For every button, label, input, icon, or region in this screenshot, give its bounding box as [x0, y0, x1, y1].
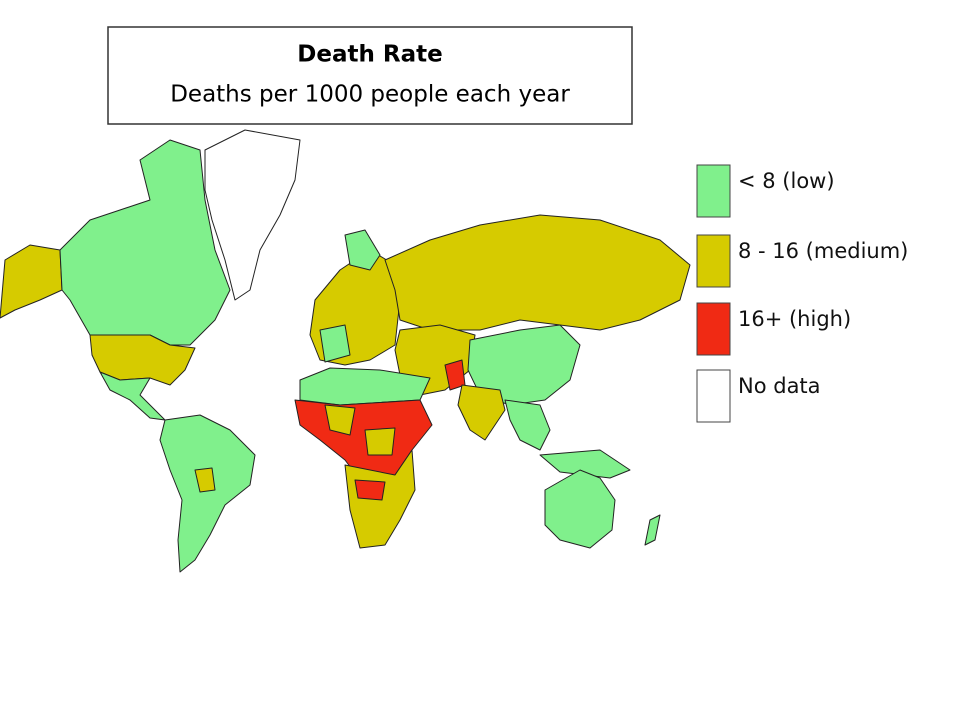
region — [99, 371, 166, 421]
region — [0, 244, 63, 319]
region — [364, 427, 396, 456]
legend-swatch — [696, 164, 731, 218]
region — [344, 229, 381, 271]
region — [539, 449, 631, 479]
region — [467, 324, 581, 406]
legend-label: 8 - 16 (medium) — [738, 239, 908, 263]
legend-label: 16+ (high) — [738, 307, 851, 331]
legend-swatch — [696, 369, 731, 423]
region — [204, 129, 301, 301]
region — [319, 324, 351, 363]
region — [159, 414, 256, 573]
subtitle: Deaths per 1000 people each year — [170, 82, 570, 108]
title-box — [107, 26, 633, 125]
region — [194, 467, 216, 493]
region — [324, 404, 356, 436]
legend-swatch — [696, 234, 731, 288]
legend-label: No data — [738, 374, 821, 398]
legend-swatch — [696, 302, 731, 356]
region — [457, 384, 506, 441]
legend: < 8 (low) 8 - 16 (medium) 16+ (high) No dat… — [696, 164, 908, 423]
region — [384, 214, 691, 331]
region — [504, 399, 551, 451]
region — [89, 334, 196, 386]
legend-label: < 8 (low) — [738, 169, 835, 193]
region — [354, 479, 386, 501]
region — [59, 139, 231, 346]
region — [644, 514, 661, 546]
world-map — [0, 129, 691, 573]
region — [544, 469, 616, 549]
title: Death Rate — [297, 42, 442, 68]
